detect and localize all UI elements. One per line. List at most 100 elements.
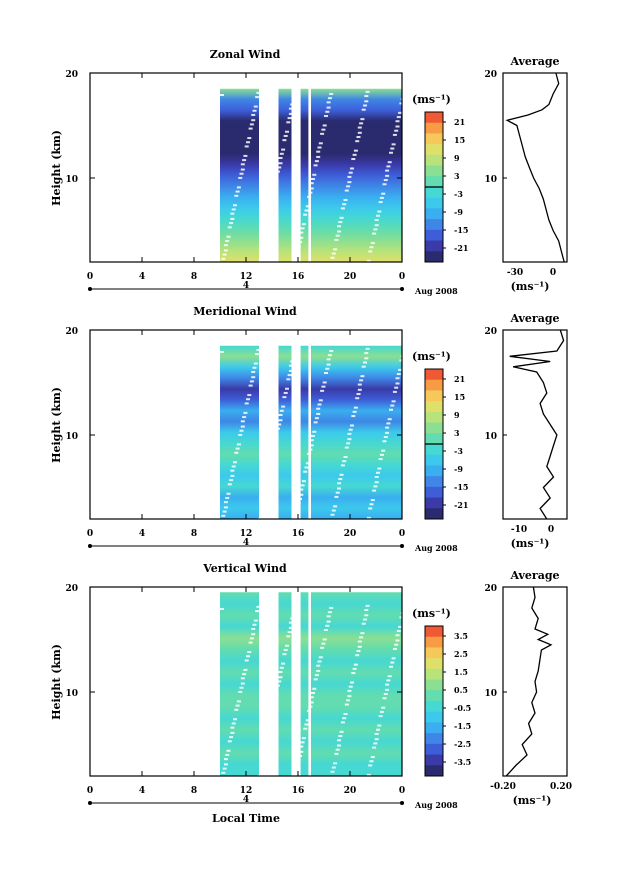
profile-x-tick: -30: [507, 268, 523, 278]
data-speckle: [350, 167, 354, 170]
data-speckle: [360, 118, 365, 121]
data-speckle: [251, 119, 256, 122]
data-speckle: [373, 485, 378, 488]
data-speckle: [299, 750, 304, 753]
data-gap: [259, 73, 279, 262]
data-speckle: [386, 679, 391, 682]
colorbar-segment: [425, 454, 443, 466]
data-speckle: [318, 142, 323, 145]
colorbar-segment: [425, 176, 443, 188]
y-tick-label: 10: [65, 175, 78, 185]
data-speckle: [220, 94, 224, 96]
data-speckle: [374, 481, 379, 484]
data-speckle: [253, 105, 258, 108]
data-speckle: [368, 507, 373, 510]
data-speckle: [377, 467, 382, 470]
data-speckle: [300, 741, 305, 744]
data-speckle: [385, 683, 390, 686]
colorbar-segment: [425, 711, 443, 723]
data-speckle: [285, 130, 289, 133]
data-speckle: [316, 407, 321, 410]
data-speckle: [326, 363, 331, 366]
data-speckle: [376, 728, 380, 731]
data-speckle: [238, 176, 243, 179]
data-speckle: [357, 640, 362, 643]
data-speckle: [381, 706, 386, 709]
colorbar-segment: [425, 379, 443, 391]
data-speckle: [240, 163, 245, 166]
colorbar-segment: [425, 626, 443, 638]
data-speckle: [288, 107, 293, 110]
data-speckle: [370, 242, 375, 245]
data-speckle: [242, 159, 247, 162]
data-speckle: [312, 430, 317, 433]
colorbar-segment: [425, 154, 443, 167]
data-speckle: [347, 181, 352, 184]
data-speckle: [335, 491, 340, 494]
profile-line: [505, 586, 553, 777]
panel-vertical-wind: Vertical Wind Height (km) 20 10 0 4 8 12…: [50, 562, 572, 825]
data-gap: [308, 330, 311, 519]
data-speckle: [359, 379, 364, 382]
data-speckle: [334, 238, 339, 241]
data-speckle: [373, 228, 378, 231]
data-speckle: [301, 223, 306, 226]
y-tick-label: 20: [65, 70, 78, 80]
data-speckle: [325, 110, 330, 113]
data-speckle: [329, 349, 334, 352]
data-speckle: [350, 681, 354, 684]
data-speckle: [318, 399, 323, 402]
colorbar-segment: [425, 465, 443, 477]
data-speckle: [320, 132, 325, 135]
data-speckle: [378, 715, 383, 718]
data-speckle: [368, 250, 373, 253]
data-speckle: [303, 727, 308, 730]
data-speckle: [223, 506, 228, 509]
data-speckle: [246, 398, 250, 401]
data-speckle: [277, 680, 282, 683]
data-speckle: [278, 671, 283, 673]
profile-line: [509, 329, 565, 520]
x-tick-label: 8: [191, 272, 197, 282]
data-speckle: [377, 210, 382, 213]
data-speckle: [223, 758, 228, 761]
data-speckle: [333, 762, 338, 765]
data-speckle: [340, 464, 345, 467]
colorbar-unit: (ms⁻¹): [412, 350, 451, 363]
y-tick-label: 20: [65, 584, 78, 594]
data-speckle: [326, 101, 331, 104]
data-speckle: [374, 475, 379, 478]
data-speckle: [255, 610, 260, 613]
data-speckle: [229, 479, 234, 482]
data-speckle: [372, 746, 377, 749]
colorbar-segment: [425, 743, 443, 756]
data-speckle: [364, 100, 369, 103]
data-speckle: [288, 369, 293, 372]
data-speckle: [331, 766, 336, 769]
data-speckle: [230, 469, 235, 472]
colorbar-segment: [425, 390, 443, 402]
data-speckle: [333, 248, 338, 251]
data-speckle: [247, 137, 252, 140]
colorbar-tick: 9: [454, 153, 460, 163]
data-speckle: [226, 492, 231, 495]
colorbar-segment: [425, 208, 443, 220]
data-speckle: [299, 236, 304, 239]
data-speckle: [368, 764, 373, 767]
data-speckle: [326, 106, 331, 109]
data-speckle: [287, 374, 292, 377]
data-speckle: [374, 732, 379, 735]
y-tick-label: 20: [65, 327, 78, 337]
data-speckle: [347, 438, 352, 441]
colorbar-segment: [425, 422, 443, 434]
data-speckle: [278, 162, 283, 165]
data-speckle: [221, 771, 226, 774]
data-speckle: [363, 618, 367, 621]
data-speckle: [337, 487, 341, 490]
colorbar-segment: [425, 229, 443, 242]
data-speckle: [365, 90, 370, 93]
data-speckle: [288, 626, 293, 629]
data-speckle: [335, 234, 340, 237]
data-speckle: [305, 462, 310, 465]
data-speckle: [234, 708, 239, 711]
